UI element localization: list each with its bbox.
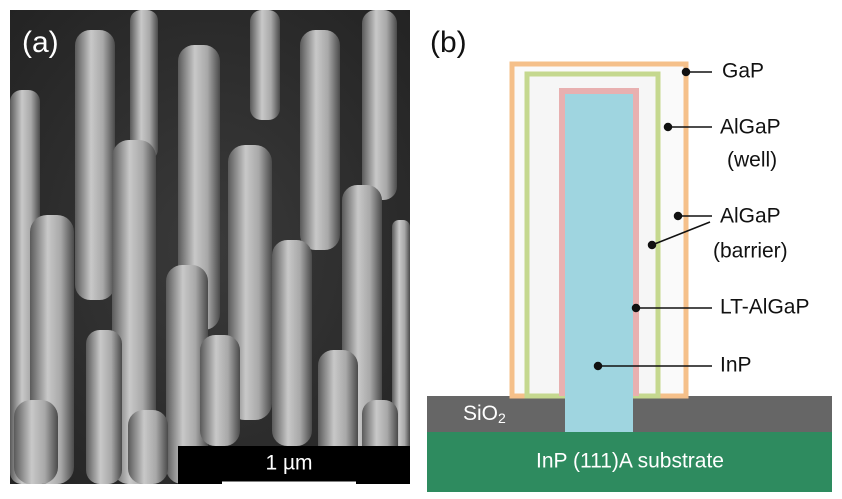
nanowire (362, 10, 397, 200)
sem-image: 1 µm (a) (10, 10, 410, 484)
nanowire (130, 10, 158, 160)
nanowire (14, 400, 58, 484)
panel-label: (a) (22, 26, 59, 59)
layer-label: AlGaP (720, 205, 781, 228)
layer-label: AlGaP (720, 116, 781, 139)
figure: 1 µm (a) (b) SiO2 InP (111)A substrate G… (0, 0, 842, 494)
nanowire (86, 330, 122, 484)
schematic: (b) SiO2 InP (111)A substrate GaP AlGaP … (427, 26, 832, 492)
layer-label: (barrier) (713, 240, 788, 263)
nanowire (200, 335, 240, 446)
nanowire (250, 10, 280, 120)
layer-label: LT-AlGaP (720, 296, 809, 319)
panel-label: (b) (430, 26, 467, 59)
nanowire (128, 410, 168, 484)
substrate-label: InP (111)A substrate (536, 450, 724, 473)
nanowire (75, 30, 115, 300)
layer-label: GaP (722, 60, 764, 83)
nanowire (272, 240, 312, 446)
scale-label: 1 µm (265, 452, 312, 475)
layer-label: (well) (727, 149, 777, 172)
layer-label: InP (720, 354, 752, 377)
nanowire (300, 30, 340, 250)
